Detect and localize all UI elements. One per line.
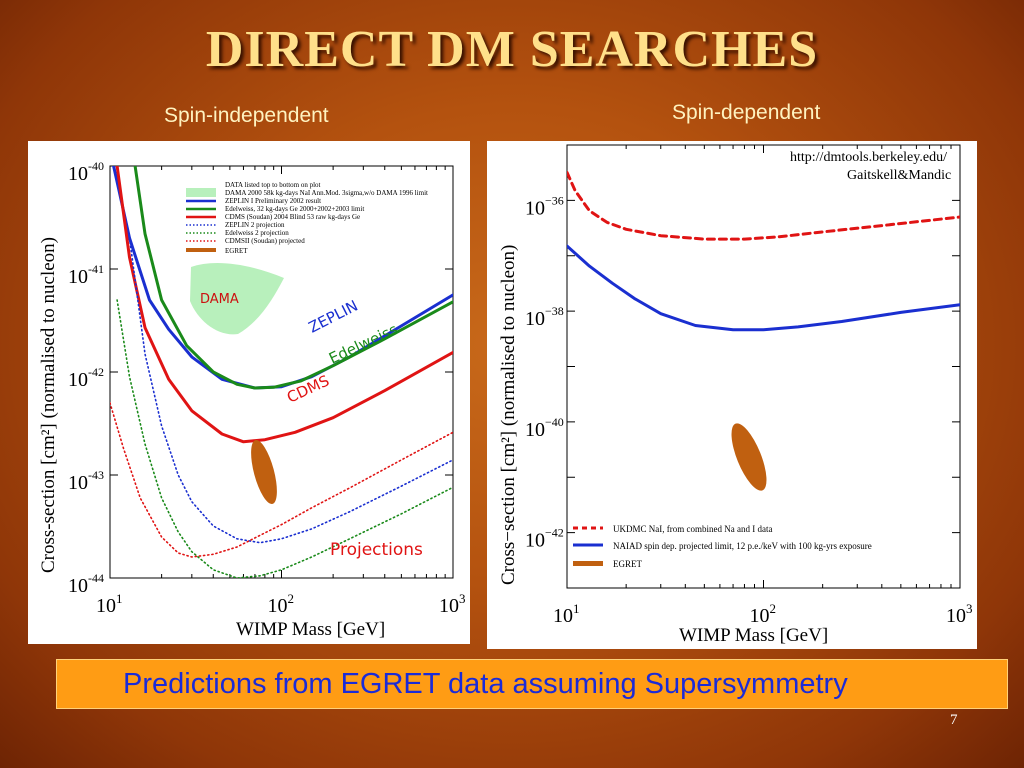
annotation-edelweiss: Edelweiss: [326, 320, 401, 368]
x-tick-label: 102: [268, 591, 295, 617]
subtitle-spin-dependent: Spin-dependent: [672, 101, 821, 124]
y-tick-exponent: −42: [545, 526, 564, 540]
legend-swatch-dama: [186, 188, 216, 197]
series-4-line: [116, 299, 453, 578]
y-axis-label: Cross−section [cm²] (normalised to nucle…: [498, 245, 519, 585]
series-5-line: [110, 402, 453, 558]
x-axis-label: WIMP Mass [GeV]: [679, 625, 828, 646]
y-tick-label: 10-41: [68, 262, 104, 288]
y-tick-label: 10−36: [525, 193, 564, 219]
spin-independent-chart-panel: 101 102 103 10-40 10-41 10-42 10-43 10-44 DATA …: [28, 141, 470, 644]
legend-item-zeplin: ZEPLIN I Preliminary 2002 result: [225, 197, 321, 205]
y-tick-exponent: −38: [545, 304, 564, 318]
legend-item-edelweiss2: Edelweiss 2 projection: [225, 229, 289, 237]
y-tick-label: 10-40: [68, 159, 104, 185]
legend-swatch-egret: [186, 248, 216, 252]
banner: Predictions from EGRET data assuming Sup…: [56, 659, 1008, 709]
banner-text: Predictions from EGRET data assuming Sup…: [123, 668, 848, 700]
legend-item-ukdmc: UKDMC NaI, from combined Na and I data: [613, 524, 772, 534]
legend-item-dama: DAMA 2000 58k kg-days NaI Ann.Mod. 3sigm…: [225, 189, 428, 197]
page-number: 7: [950, 712, 958, 728]
legend: DATA listed top to bottom on plot DAMA 2…: [186, 181, 428, 255]
spin-independent-chart: 101 102 103 10-40 10-41 10-42 10-43 10-44 DATA …: [38, 159, 466, 640]
x-tick-exponent: 1: [116, 591, 123, 606]
y-tick-exponent: -43: [88, 468, 104, 482]
y-tick-exponent: -44: [88, 571, 104, 585]
x-tick-exponent: 2: [288, 591, 295, 606]
x-tick-label: 101: [553, 601, 580, 627]
x-tick-exponent: 2: [770, 601, 777, 616]
x-tick-exponent: 3: [459, 591, 466, 606]
legend-item-cdms: CDMS (Soudan) 2004 Blind 53 raw kg-days …: [225, 213, 360, 221]
legend-item-egret: EGRET: [225, 247, 248, 255]
y-tick-label: 10−40: [525, 415, 564, 441]
spin-dependent-chart-panel: 101 102 103 10−36 10−38 10−40 10−42 http://dmt…: [487, 141, 977, 649]
legend-item-edelweiss: Edelweiss, 32 kg-days Ge 2000+2002+2003 …: [225, 205, 364, 213]
x-tick-exponent: 3: [966, 601, 973, 616]
legend-item-egret: EGRET: [613, 559, 642, 569]
x-tick-label: 103: [439, 591, 466, 617]
y-tick-label: 10-42: [68, 365, 104, 391]
plot-frame: [566, 144, 961, 589]
annotation-projections: Projections: [330, 540, 423, 560]
y-tick-label: 10−38: [525, 304, 564, 330]
series-0-line: [567, 170, 960, 241]
x-tick-exponent: 1: [573, 601, 580, 616]
series-2-line: [115, 166, 453, 444]
annotation-zeplin: ZEPLIN: [306, 297, 361, 337]
x-axis-label: WIMP Mass [GeV]: [236, 619, 385, 640]
x-tick-label: 102: [750, 601, 777, 627]
legend-header: DATA listed top to bottom on plot: [225, 181, 321, 189]
y-tick-exponent: -41: [88, 262, 104, 276]
y-tick-label: 10-43: [68, 468, 104, 494]
annotation-dama: DAMA: [200, 292, 239, 307]
series-1-line: [567, 244, 960, 332]
x-tick-label: 103: [946, 601, 973, 627]
y-tick-exponent: −36: [545, 193, 564, 207]
subtitle-spin-independent: Spin-independent: [164, 104, 329, 127]
series-1-line: [133, 166, 453, 390]
y-tick-exponent: -40: [88, 159, 104, 173]
legend-item-zeplin2: ZEPLIN 2 projection: [225, 221, 285, 229]
spin-dependent-chart: 101 102 103 10−36 10−38 10−40 10−42 http://dmt…: [498, 144, 973, 646]
slide-title: DIRECT DM SEARCHES: [205, 21, 819, 78]
legend-item-cdmsii: CDMSII (Soudan) projected: [225, 237, 305, 245]
legend-item-naiad: NAIAD spin dep. projected limit, 12 p.e.…: [613, 541, 872, 551]
dama-region: [190, 262, 284, 335]
y-tick-exponent: -42: [88, 365, 104, 379]
y-tick-label: 10-44: [68, 571, 104, 597]
credit-url: http://dmtools.berkeley.edu/: [790, 150, 947, 165]
x-tick-label: 101: [96, 591, 123, 617]
egret-region: [731, 423, 767, 491]
y-tick-label: 10−42: [525, 526, 564, 552]
legend-swatch-egret: [573, 561, 603, 566]
egret-region: [251, 440, 277, 504]
y-tick-exponent: −40: [545, 415, 564, 429]
legend: UKDMC NaI, from combined Na and I data N…: [573, 524, 872, 569]
series-3-line: [128, 237, 453, 544]
y-axis-label: Cross-section [cm²] (normalised to nucle…: [38, 237, 59, 573]
credit-authors: Gaitskell&Mandic: [847, 168, 951, 183]
